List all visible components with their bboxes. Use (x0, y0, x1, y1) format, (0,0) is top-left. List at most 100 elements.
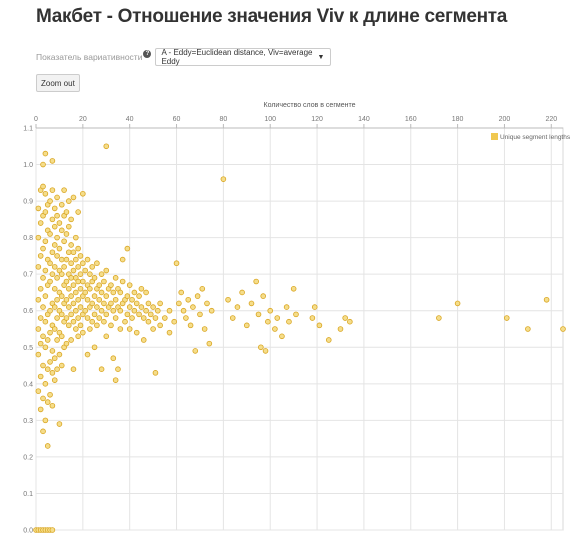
data-point[interactable] (68, 216, 74, 223)
data-point[interactable] (110, 289, 117, 296)
data-point[interactable] (63, 296, 70, 303)
data-point[interactable] (40, 304, 46, 310)
data-point[interactable] (122, 318, 128, 325)
data-point[interactable] (35, 326, 42, 332)
data-point[interactable] (112, 296, 119, 303)
data-point[interactable] (84, 296, 91, 303)
data-point[interactable] (286, 318, 292, 325)
data-point[interactable] (112, 315, 119, 321)
data-point[interactable] (42, 150, 49, 157)
data-point[interactable] (70, 366, 77, 373)
data-point[interactable] (63, 256, 70, 263)
data-point[interactable] (87, 326, 93, 332)
data-point[interactable] (325, 337, 332, 343)
data-point[interactable] (84, 256, 91, 263)
data-point[interactable] (49, 370, 56, 376)
data-point[interactable] (171, 318, 177, 325)
data-point[interactable] (44, 443, 51, 449)
data-point[interactable] (260, 293, 266, 299)
data-point[interactable] (157, 300, 163, 307)
data-point[interactable] (194, 293, 201, 299)
data-point[interactable] (77, 271, 84, 277)
data-point[interactable] (42, 417, 49, 424)
data-point[interactable] (58, 333, 65, 340)
data-point[interactable] (225, 296, 231, 303)
data-point[interactable] (56, 245, 63, 252)
data-point[interactable] (56, 421, 63, 427)
data-point[interactable] (145, 300, 152, 307)
data-point[interactable] (49, 158, 56, 164)
data-point[interactable] (112, 377, 119, 383)
data-point[interactable] (70, 300, 77, 307)
data-point[interactable] (49, 249, 56, 256)
scatter-chart[interactable]: 0.0 0.1 0.2 0.3 0.4 0.5 0.6 0.7 0.8 0.9 1.0 1.10 20 4… (0, 96, 579, 544)
data-point[interactable] (70, 267, 77, 274)
data-point[interactable] (140, 337, 147, 343)
data-point[interactable] (70, 318, 77, 325)
data-point[interactable] (103, 333, 110, 340)
data-point[interactable] (37, 340, 44, 347)
data-point[interactable] (244, 322, 250, 329)
data-point[interactable] (110, 355, 117, 362)
data-point[interactable] (80, 190, 86, 197)
data-point[interactable] (51, 355, 58, 362)
data-point[interactable] (166, 329, 173, 336)
data-point[interactable] (103, 293, 110, 299)
data-point[interactable] (220, 176, 227, 182)
data-point[interactable] (185, 296, 192, 303)
data-point[interactable] (54, 275, 60, 281)
data-point[interactable] (262, 348, 269, 354)
data-point[interactable] (208, 307, 215, 314)
data-point[interactable] (91, 311, 98, 318)
data-point[interactable] (94, 304, 100, 310)
data-point[interactable] (152, 370, 159, 376)
data-point[interactable] (47, 307, 53, 314)
data-point[interactable] (54, 315, 60, 321)
data-point[interactable] (117, 307, 124, 314)
data-point[interactable] (126, 282, 133, 288)
data-point[interactable] (290, 286, 297, 292)
data-point[interactable] (40, 362, 46, 369)
data-point[interactable] (103, 311, 110, 318)
data-point[interactable] (82, 307, 88, 314)
data-point[interactable] (525, 326, 531, 332)
data-point[interactable] (126, 326, 133, 332)
data-point[interactable] (37, 286, 44, 292)
data-point[interactable] (145, 318, 152, 325)
data-point[interactable] (37, 406, 44, 413)
data-point[interactable] (61, 264, 67, 270)
data-point[interactable] (61, 238, 67, 245)
data-point[interactable] (140, 315, 147, 321)
data-point[interactable] (75, 278, 81, 285)
data-point[interactable] (124, 311, 131, 318)
data-point[interactable] (75, 333, 81, 340)
data-point[interactable] (73, 256, 79, 263)
data-point[interactable] (51, 242, 58, 248)
data-point[interactable] (560, 326, 566, 332)
data-point[interactable] (49, 216, 56, 223)
data-point[interactable] (75, 209, 81, 215)
data-point[interactable] (51, 286, 58, 292)
data-point[interactable] (65, 286, 72, 292)
data-point[interactable] (35, 388, 42, 394)
data-point[interactable] (51, 264, 58, 270)
data-point[interactable] (80, 329, 86, 336)
data-point[interactable] (265, 318, 271, 325)
data-point[interactable] (162, 315, 168, 321)
data-point[interactable] (42, 293, 49, 299)
data-point[interactable] (63, 231, 70, 237)
data-point[interactable] (54, 212, 60, 219)
data-point[interactable] (110, 307, 117, 314)
data-point[interactable] (51, 304, 58, 310)
data-point[interactable] (316, 322, 323, 329)
data-point[interactable] (131, 289, 138, 296)
data-point[interactable] (143, 289, 149, 296)
data-point[interactable] (68, 260, 74, 267)
data-point[interactable] (138, 304, 145, 310)
data-point[interactable] (51, 205, 58, 212)
data-point[interactable] (87, 271, 93, 277)
data-point[interactable] (204, 300, 210, 307)
data-point[interactable] (56, 220, 63, 226)
chart-legend[interactable]: Unique segment lengths (491, 133, 571, 141)
data-point[interactable] (108, 322, 114, 329)
